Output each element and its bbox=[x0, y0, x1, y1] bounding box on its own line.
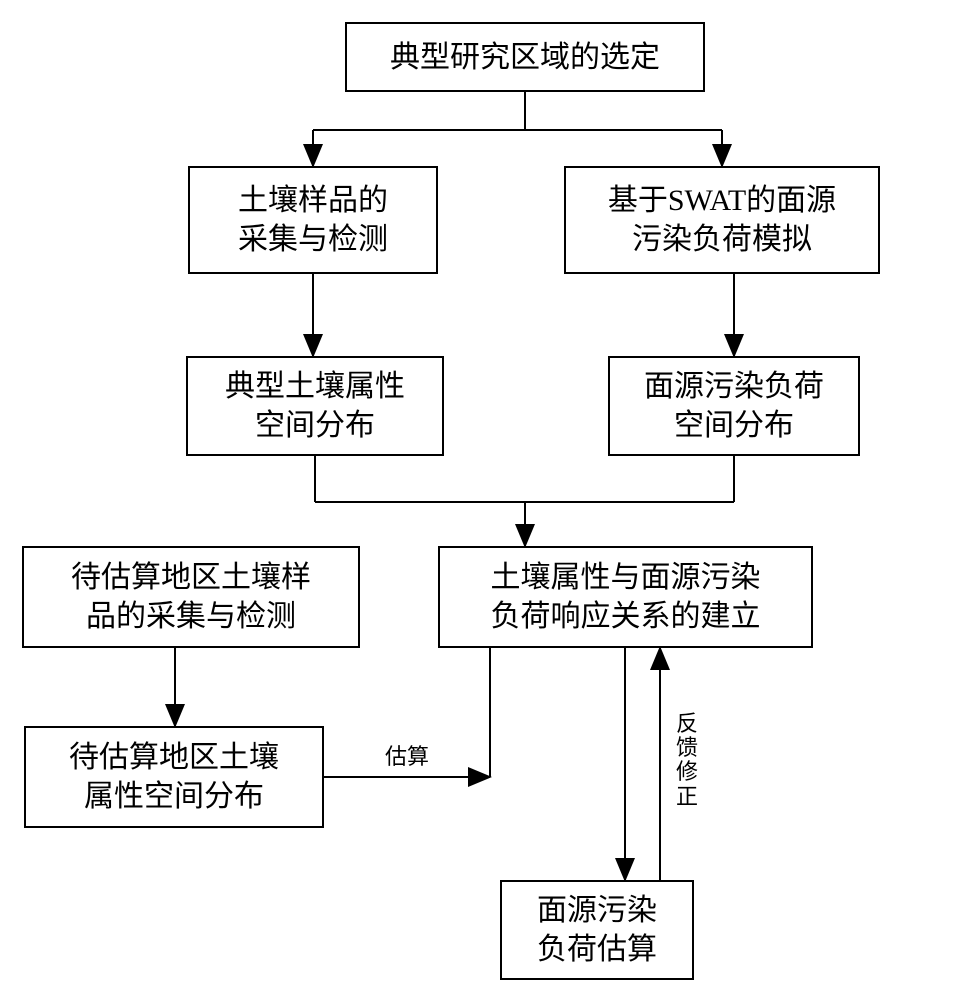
node-swat-simulation: 基于SWAT的面源 污染负荷模拟 bbox=[564, 166, 880, 274]
node-pollution-load-distribution: 面源污染负荷 空间分布 bbox=[608, 356, 860, 456]
edge-label-feedback: 反 馈 修 正 bbox=[676, 712, 698, 809]
node-load-estimation: 面源污染 负荷估算 bbox=[500, 880, 694, 980]
edge-label-estimate: 估算 bbox=[385, 745, 429, 769]
node-response-relation: 土壤属性与面源污染 负荷响应关系的建立 bbox=[438, 546, 813, 648]
node-soil-sampling: 土壤样品的 采集与检测 bbox=[188, 166, 438, 274]
node-target-soil-distribution: 待估算地区土壤 属性空间分布 bbox=[24, 726, 324, 828]
node-select-region: 典型研究区域的选定 bbox=[345, 22, 705, 92]
node-soil-attr-distribution: 典型土壤属性 空间分布 bbox=[186, 356, 444, 456]
node-target-soil-sampling: 待估算地区土壤样 品的采集与检测 bbox=[22, 546, 360, 648]
